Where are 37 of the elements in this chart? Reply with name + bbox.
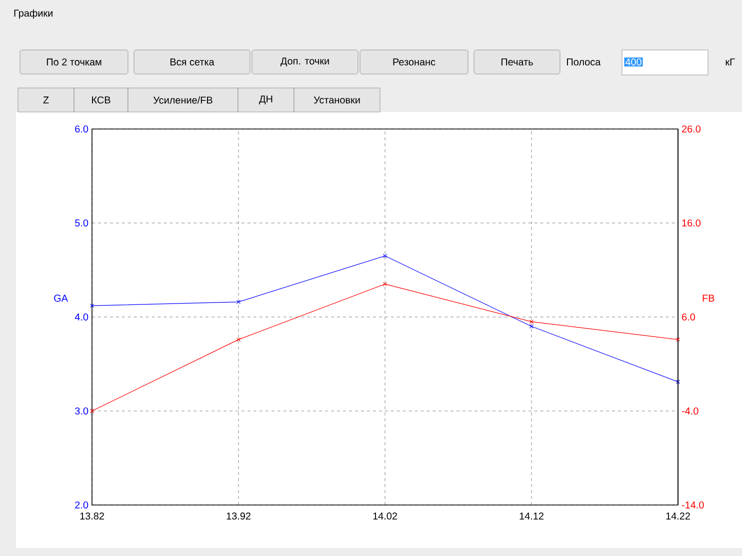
y-tick-label: 4.0 — [74, 313, 88, 321]
text: ДН — [259, 96, 272, 104]
text: Печать — [501, 58, 533, 66]
y-tick-label: 2.0 — [75, 501, 88, 509]
text: Установки — [314, 96, 360, 104]
point — [529, 324, 534, 328]
text: Доп. точки — [280, 58, 329, 66]
y-tick-label: 3.0 — [75, 407, 88, 415]
y2-tick-label: 16.0 — [682, 219, 701, 227]
text: КСВ — [92, 96, 110, 104]
y2-tick-label: 6.0 — [682, 313, 695, 321]
point — [236, 300, 241, 304]
text: Полоса — [567, 58, 601, 66]
point — [382, 254, 388, 258]
point — [382, 282, 388, 286]
y2-tick-label: -14.0 — [682, 501, 704, 509]
y2-tick-label: 26.0 — [682, 125, 701, 133]
y-axis-title: GA — [54, 294, 68, 302]
text: По 2 точкам — [46, 58, 102, 66]
text: Z — [43, 96, 49, 104]
chart-title: Графики — [14, 9, 52, 19]
text: Усиление/FB — [153, 96, 212, 104]
y2-axis-title: FB — [702, 294, 714, 302]
point — [529, 320, 534, 324]
x-tick-label: 14.22 — [666, 512, 690, 520]
y2-tick-label: -4.0 — [682, 407, 698, 415]
text: кГ — [726, 58, 735, 66]
text: Вся сетка — [170, 58, 214, 66]
x-tick-label: 14.12 — [520, 512, 544, 520]
text: Резонанс — [393, 58, 436, 66]
x-tick-label: 13.92 — [226, 512, 250, 520]
y-tick-label: 6.0 — [75, 125, 88, 133]
text: 400 — [625, 58, 642, 66]
x-tick-label: 13.82 — [80, 512, 104, 520]
y-tick-label: 5.0 — [75, 219, 88, 227]
point — [236, 337, 241, 342]
x-tick-label: 14.02 — [373, 512, 397, 520]
